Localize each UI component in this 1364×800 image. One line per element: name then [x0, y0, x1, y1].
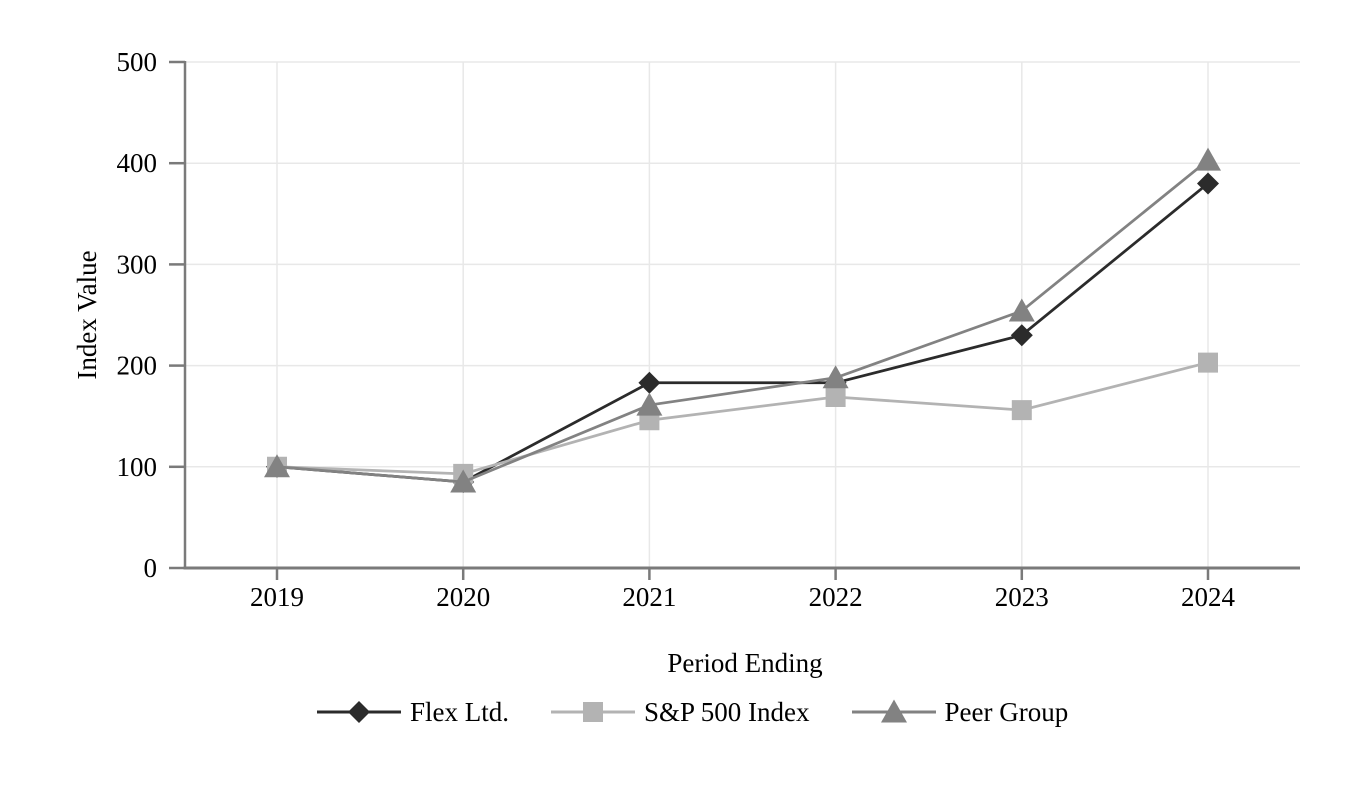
- x-tick-label: 2024: [1181, 582, 1236, 612]
- legend-item-flex: Flex Ltd.: [317, 698, 509, 726]
- y-tick-label: 500: [117, 47, 158, 77]
- x-tick-label: 2021: [622, 582, 676, 612]
- flex-diamond-marker-icon: [317, 701, 401, 723]
- x-axis-title: Period Ending: [667, 648, 823, 678]
- x-tick-label: 2023: [995, 582, 1049, 612]
- chart-legend: Flex Ltd. S&P 500 Index Peer Group: [317, 698, 1068, 726]
- x-tick-label: 2020: [436, 582, 490, 612]
- peer-group-triangle-marker-icon: [851, 699, 936, 723]
- series-line-peer-group: [276, 159, 1209, 484]
- x-tick-label: 2022: [809, 582, 863, 612]
- legend-item-peer-group: Peer Group: [851, 697, 1069, 727]
- legend-item-sp500: S&P 500 Index: [551, 698, 810, 726]
- data-point-s-p-500-index-2023: [1011, 400, 1032, 421]
- data-point-flex-ltd-2021: [638, 371, 661, 394]
- data-point-peer-group-2024: [1195, 147, 1221, 171]
- y-tick-label: 400: [117, 148, 158, 178]
- data-point-peer-group-2020: [450, 469, 477, 493]
- data-point-peer-group-2023: [1008, 298, 1035, 322]
- legend-label: Flex Ltd.: [410, 697, 509, 727]
- legend-label: S&P 500 Index: [644, 697, 810, 727]
- series-line-s-p-500-index: [276, 361, 1209, 476]
- y-tick-label: 0: [144, 553, 158, 583]
- data-point-s-p-500-index-2022: [825, 386, 846, 407]
- data-point-flex-ltd-2023: [1010, 324, 1033, 347]
- data-point-s-p-500-index-2024: [1198, 352, 1218, 373]
- y-tick-label: 200: [117, 351, 158, 381]
- y-tick-label: 100: [117, 452, 158, 482]
- y-tick-label: 300: [117, 249, 158, 279]
- data-point-peer-group-2019: [264, 454, 290, 478]
- sp500-square-marker-icon: [551, 702, 635, 722]
- data-point-peer-group-2022: [822, 365, 849, 389]
- series-line-flex-ltd: [276, 182, 1209, 484]
- y-axis-title: Index Value: [72, 250, 102, 380]
- x-tick-label: 2019: [250, 582, 304, 612]
- data-point-flex-ltd-2024: [1197, 172, 1219, 195]
- legend-label: Peer Group: [944, 697, 1069, 727]
- data-point-peer-group-2021: [636, 392, 663, 416]
